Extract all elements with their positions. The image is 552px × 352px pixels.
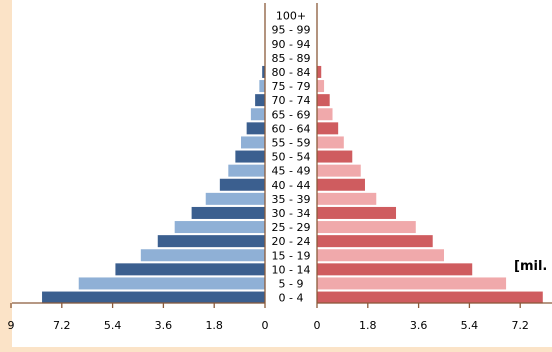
age-label-19: 95 - 99 (272, 24, 311, 37)
bar-left-1 (79, 277, 265, 289)
age-label-7: 35 - 39 (272, 193, 311, 206)
bar-right-4 (317, 235, 433, 247)
x-tick-right-1: 1.8 (359, 319, 377, 332)
age-label-4: 20 - 24 (272, 235, 311, 248)
age-label-15: 75 - 79 (272, 80, 311, 93)
age-label-20: 100+ (276, 10, 306, 23)
x-tick-right-2: 3.6 (410, 319, 428, 332)
age-label-0: 0 - 4 (279, 292, 304, 305)
bar-left-10 (235, 151, 265, 163)
age-label-18: 90 - 94 (272, 38, 311, 51)
age-label-1: 5 - 9 (279, 277, 304, 290)
bar-left-9 (228, 165, 265, 177)
x-tick-left-4: 1.8 (205, 319, 223, 332)
bar-right-9 (317, 165, 361, 177)
age-label-2: 10 - 14 (272, 263, 311, 276)
age-label-14: 70 - 74 (272, 94, 311, 107)
age-label-10: 50 - 54 (272, 151, 311, 164)
bar-left-3 (141, 249, 265, 261)
bar-right-8 (317, 179, 365, 191)
age-label-12: 60 - 64 (272, 122, 311, 135)
bar-right-2 (317, 263, 472, 275)
bar-right-7 (317, 193, 376, 205)
bar-right-6 (317, 207, 396, 219)
age-label-13: 65 - 69 (272, 108, 311, 121)
unit-label: [mil. (514, 259, 547, 274)
x-tick-left-1: 7.2 (53, 319, 71, 332)
bar-left-0 (42, 292, 265, 304)
bar-left-12 (247, 122, 265, 134)
bar-left-4 (158, 235, 265, 247)
age-label-3: 15 - 19 (272, 249, 311, 262)
age-label-11: 55 - 59 (272, 136, 311, 149)
x-tick-left-3: 3.6 (155, 319, 173, 332)
bar-right-0 (317, 292, 543, 304)
bar-right-14 (317, 94, 330, 106)
x-tick-left-0: 9 (8, 319, 15, 332)
bar-right-3 (317, 249, 444, 261)
x-tick-left-2: 5.4 (104, 319, 122, 332)
x-tick-left-5: 0 (262, 319, 269, 332)
age-label-5: 25 - 29 (272, 221, 311, 234)
age-label-8: 40 - 44 (272, 179, 311, 192)
bar-left-8 (220, 179, 265, 191)
age-label-6: 30 - 34 (272, 207, 311, 220)
bar-right-11 (317, 136, 344, 148)
bar-right-12 (317, 122, 338, 134)
x-tick-right-4: 7.2 (511, 319, 529, 332)
age-label-16: 80 - 84 (272, 66, 311, 79)
bar-left-5 (175, 221, 265, 233)
bar-right-15 (317, 80, 324, 92)
bar-left-15 (259, 80, 265, 92)
bar-left-6 (192, 207, 265, 219)
x-tick-right-0: 0 (314, 319, 321, 332)
bar-left-13 (251, 108, 265, 120)
bar-left-11 (241, 136, 265, 148)
bar-right-10 (317, 151, 352, 163)
bar-left-14 (255, 94, 265, 106)
x-tick-right-3: 5.4 (461, 319, 479, 332)
bar-right-5 (317, 221, 416, 233)
bar-right-13 (317, 108, 333, 120)
bar-left-7 (206, 193, 265, 205)
bar-left-2 (115, 263, 265, 275)
age-label-17: 85 - 89 (272, 52, 311, 65)
age-label-9: 45 - 49 (272, 165, 311, 178)
bar-right-1 (317, 277, 506, 289)
